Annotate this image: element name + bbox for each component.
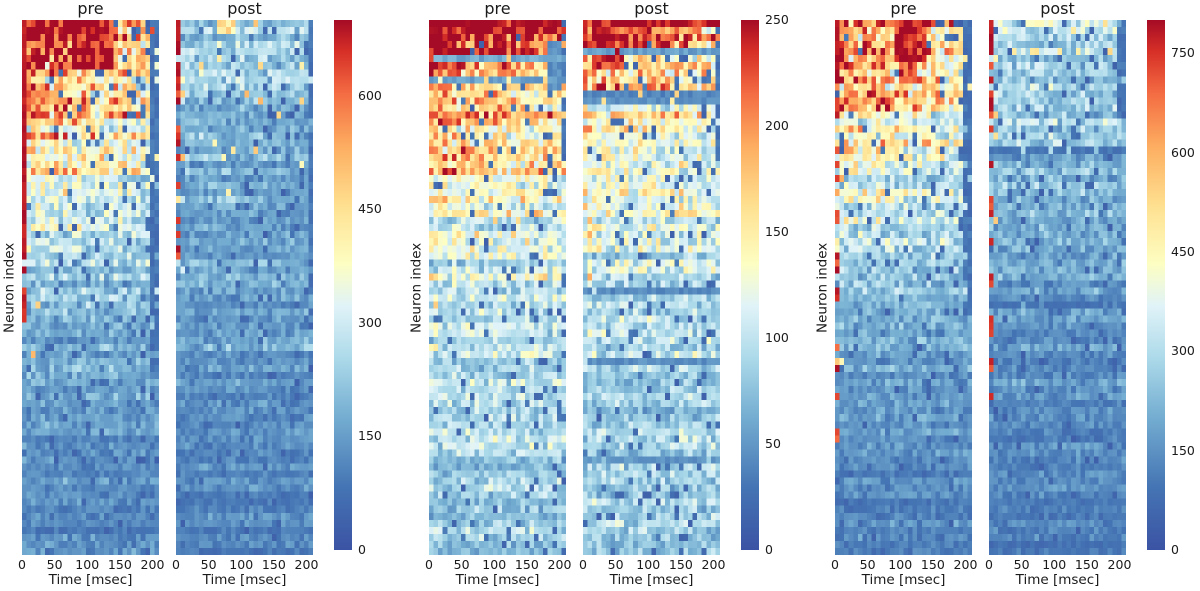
x-tick-label: 50	[200, 557, 217, 572]
x-tick-label: 200	[701, 557, 726, 572]
subplot-title-post: post	[634, 0, 669, 18]
heatmap-pre-3	[835, 20, 972, 555]
x-tick-label: 100	[229, 557, 254, 572]
y-axis-label: Neuron index	[814, 242, 831, 333]
x-tick-label: 100	[1042, 557, 1067, 572]
x-tick-label: 100	[75, 557, 100, 572]
subplot-pre-1: pre 0 50 100 150 200 Time [msec]	[18, 0, 164, 591]
colorbar-tick-label: 0	[1171, 542, 1179, 557]
colorbar-2: 0 50 100 150 200 250	[741, 13, 801, 557]
colorbar-tick-label: 450	[1171, 243, 1195, 259]
x-tick-label: 50	[859, 557, 876, 572]
x-axis-label: Time [msec]	[202, 572, 287, 588]
x-axis-ticks: 0 50 100 150 200	[985, 557, 1131, 572]
subplot-pre-3: pre 0 50 100 150 200 Time [msec]	[831, 0, 977, 591]
x-tick-label: 200	[1107, 557, 1132, 572]
x-axis-ticks: 0 50 100 150 200	[831, 557, 977, 572]
colorbar-tick-label: 150	[765, 224, 789, 239]
x-tick-label: 150	[107, 557, 132, 572]
x-axis-label: Time [msec]	[48, 572, 133, 588]
x-tick-label: 200	[953, 557, 978, 572]
x-tick-label: 150	[514, 557, 539, 572]
x-axis-label: Time [msec]	[609, 572, 694, 588]
x-axis-ticks: 0 50 100 150 200	[18, 557, 164, 572]
x-axis-label: Time [msec]	[455, 572, 540, 588]
y-axis-label: Neuron index	[408, 242, 425, 333]
x-tick-label: 200	[140, 557, 165, 572]
subplot-title-post: post	[1040, 0, 1075, 18]
x-tick-label: 50	[453, 557, 470, 572]
colorbar-ticks: 0 150 300 450 600	[358, 20, 394, 556]
colorbar-tick-label: 300	[358, 314, 382, 330]
colorbar-ticks: 0 50 100 150 200 250	[765, 13, 801, 557]
x-tick-label: 150	[668, 557, 693, 572]
colorbar-ticks: 0 150 300 450 600 750	[1171, 20, 1200, 557]
x-axis-ticks: 0 50 100 150 200	[425, 557, 571, 572]
x-tick-label: 50	[1013, 557, 1030, 572]
x-tick-label: 200	[294, 557, 319, 572]
colorbar-3: 0 150 300 450 600 750	[1147, 20, 1200, 557]
x-axis-label: Time [msec]	[861, 572, 946, 588]
subplot-post-3: post 0 50 100 150 200 Time [msec]	[985, 0, 1131, 591]
x-axis-label: Time [msec]	[1015, 572, 1100, 588]
colorbar-tick-label: 150	[358, 428, 382, 444]
heatmap-post-3	[989, 20, 1126, 555]
x-axis-ticks: 0 50 100 150 200	[579, 557, 725, 572]
panel-group-1: Neuron index pre 0 50 100 150 200 Time [msec…	[0, 0, 387, 591]
subplot-title-pre: pre	[890, 0, 917, 18]
subplot-title-post: post	[227, 0, 262, 18]
subplot-title-pre: pre	[77, 0, 104, 18]
x-tick-label: 0	[18, 557, 26, 572]
colorbar-1: 0 150 300 450 600	[334, 20, 394, 557]
x-tick-label: 100	[888, 557, 913, 572]
x-tick-label: 0	[831, 557, 839, 572]
x-tick-label: 0	[579, 557, 587, 572]
panel-group-3: Neuron index pre 0 50 100 150 200 Time [msec…	[813, 0, 1200, 591]
x-tick-label: 100	[482, 557, 507, 572]
panel-group-2: Neuron index pre 0 50 100 150 200 Time [msec…	[407, 0, 794, 591]
colorbar-gradient	[1147, 20, 1165, 550]
x-tick-label: 0	[172, 557, 180, 572]
heatmap-post-2	[583, 20, 720, 555]
x-tick-label: 100	[636, 557, 661, 572]
heatmap-pre-2	[429, 20, 566, 555]
heatmap-post-1	[176, 20, 313, 555]
colorbar-tick-label: 200	[765, 118, 789, 133]
colorbar-tick-label: 300	[1171, 343, 1195, 359]
x-tick-label: 50	[607, 557, 624, 572]
colorbar-tick-label: 50	[765, 436, 781, 451]
x-tick-label: 150	[920, 557, 945, 572]
colorbar-tick-label: 100	[765, 330, 789, 345]
subplot-pre-2: pre 0 50 100 150 200 Time [msec]	[425, 0, 571, 591]
x-tick-label: 200	[547, 557, 572, 572]
colorbar-tick-label: 0	[765, 542, 773, 557]
subplot-title-pre: pre	[484, 0, 511, 18]
subplot-post-1: post 0 50 100 150 200 Time [msec]	[172, 0, 318, 591]
colorbar-gradient	[741, 20, 759, 550]
colorbar-tick-label: 450	[358, 201, 382, 217]
colorbar-tick-label: 250	[765, 12, 789, 27]
x-tick-label: 150	[1074, 557, 1099, 572]
x-tick-label: 0	[425, 557, 433, 572]
colorbar-tick-label: 150	[1171, 442, 1195, 458]
x-tick-label: 0	[985, 557, 993, 572]
x-tick-label: 150	[261, 557, 286, 572]
colorbar-tick-label: 0	[358, 542, 366, 557]
heatmap-pre-1	[22, 20, 159, 555]
y-axis-label: Neuron index	[1, 242, 18, 333]
subplot-post-2: post 0 50 100 150 200 Time [msec]	[579, 0, 725, 591]
x-tick-label: 50	[46, 557, 63, 572]
x-axis-ticks: 0 50 100 150 200	[172, 557, 318, 572]
colorbar-tick-label: 600	[1171, 144, 1195, 160]
colorbar-tick-label: 750	[1171, 45, 1195, 61]
colorbar-tick-label: 600	[358, 87, 382, 103]
colorbar-gradient	[334, 20, 352, 550]
